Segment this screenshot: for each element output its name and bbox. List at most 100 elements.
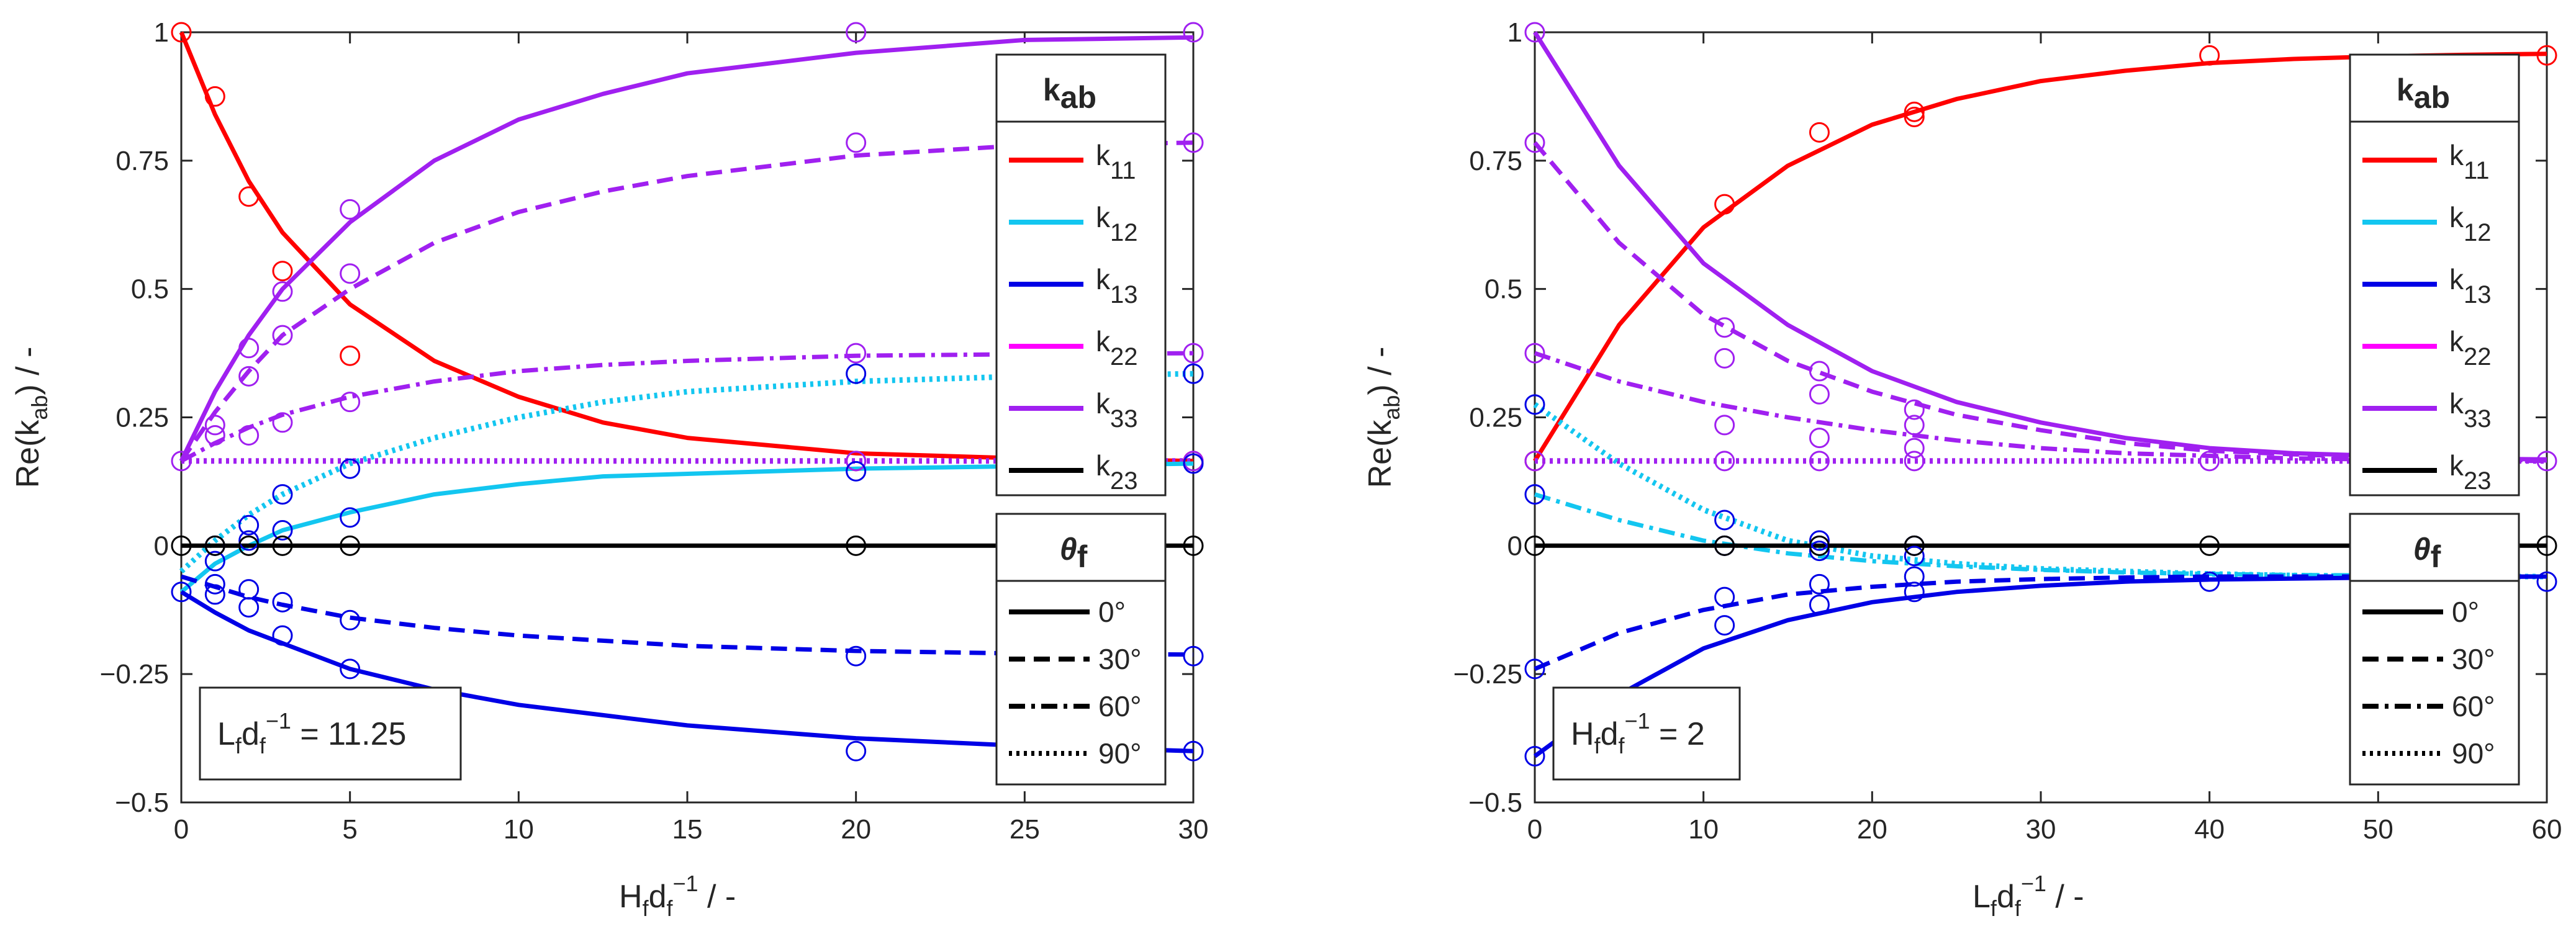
data-point-marker — [846, 343, 867, 364]
data-point-marker — [1524, 394, 1545, 415]
annotation-text-mid: d — [242, 716, 260, 752]
data-point-marker — [272, 281, 293, 302]
legend-theta-label-solid: 0° — [1098, 596, 1126, 628]
y-tick-label: 0.25 — [115, 403, 169, 433]
data-point-marker — [1809, 573, 1830, 595]
legend-theta-frame — [995, 513, 1167, 786]
legend-kab-label-base: k — [1096, 325, 1111, 357]
annotation-text-tail: = 11.25 — [291, 716, 407, 752]
data-point-marker — [846, 363, 867, 384]
legend-theta-label-dashdot: 60° — [1098, 690, 1142, 722]
annotation-text-sub1: f — [1594, 733, 1601, 758]
legend-theta: θf 0° 30° 60° 90° — [995, 513, 1167, 786]
annotation-text-tail: = 2 — [1650, 716, 1705, 752]
data-point-marker — [1809, 451, 1830, 472]
legend-theta-label-dashed: 30° — [2452, 643, 2495, 675]
data-point-marker — [272, 325, 293, 346]
data-point-marker — [1904, 101, 1925, 122]
legend-kab-frame — [995, 53, 1167, 496]
legend-kab-label-23: k23 — [1096, 449, 1138, 495]
data-point-marker — [204, 415, 225, 436]
data-point-marker — [1183, 22, 1204, 43]
annotation-text: Lfdf−1 = 11.25 — [217, 708, 406, 758]
x-tick-label: 60 — [2532, 814, 2562, 845]
legend-kab-label-33: k33 — [1096, 387, 1138, 433]
annotation-text: Hfdf−1 = 2 — [1571, 708, 1705, 758]
x-axis-label-mid: d — [1997, 879, 2015, 915]
data-point-marker — [1809, 428, 1830, 449]
legend-kab-title-sub: ab — [2414, 80, 2450, 115]
data-point-marker — [2536, 535, 2557, 556]
legend-kab-label-base: k — [2449, 325, 2464, 357]
legend-theta-label-dotted: 90° — [1098, 737, 1142, 770]
x-axis-label-sup: −1 — [2021, 871, 2046, 896]
data-point-marker — [272, 484, 293, 505]
legend-kab-label-base: k — [2449, 387, 2464, 420]
x-axis-label-base: L — [1973, 879, 1991, 915]
x-tick-label: 0 — [1527, 814, 1542, 845]
y-axis-label-sub: ab — [27, 395, 52, 420]
series-line-k22/k33-0° — [179, 35, 1194, 462]
data-point-marker — [1183, 363, 1204, 384]
data-point-marker — [204, 424, 225, 446]
data-point-marker — [340, 458, 361, 479]
y-axis-label-base: Re(k — [1362, 420, 1398, 488]
legend-kab-label-base: k — [1096, 263, 1111, 295]
y-axis-label: Re(kab) / - — [1362, 347, 1404, 488]
legend-kab-label-33: k33 — [2449, 387, 2492, 433]
x-tick-label: 30 — [2026, 814, 2056, 845]
data-point-marker — [1524, 746, 1545, 767]
data-point-marker — [2536, 451, 2557, 472]
data-point-marker — [272, 535, 293, 556]
data-point-marker — [171, 22, 192, 43]
data-point-marker — [846, 132, 867, 153]
legend-kab-label-22: k22 — [2449, 325, 2492, 370]
series-line-k11-0° — [179, 31, 1194, 464]
data-point-marker — [340, 199, 361, 220]
legend-kab-title-base: k — [2397, 73, 2414, 107]
data-point-marker — [2199, 451, 2220, 472]
y-tick-label: 0.75 — [1469, 146, 1522, 176]
legend-kab-label-12: k12 — [1096, 201, 1138, 246]
legend-kab-label-13: k13 — [2449, 263, 2492, 308]
data-point-marker — [1809, 535, 1830, 556]
x-axis-label: Hfdf−1 / - — [619, 871, 736, 921]
data-point-marker — [846, 535, 867, 556]
data-point-marker — [2199, 535, 2220, 556]
y-tick-label: −0.5 — [115, 788, 169, 818]
data-point-marker — [340, 507, 361, 528]
data-point-marker — [1183, 535, 1204, 556]
data-point-marker — [204, 584, 225, 605]
legend-theta-title-base: θ — [2413, 532, 2431, 567]
legend-kab-label-base: k — [1096, 201, 1111, 233]
legend-theta-label-dotted: 90° — [2452, 737, 2495, 770]
legend-kab-title-sub: ab — [1060, 80, 1096, 115]
x-tick-label: 25 — [1010, 814, 1040, 845]
data-point-marker — [1714, 586, 1735, 608]
data-point-marker — [1183, 645, 1204, 667]
data-point-marker — [1524, 484, 1545, 505]
x-axis-label-sub2: f — [2015, 896, 2022, 921]
y-axis-label-base: Re(k — [10, 420, 46, 488]
legend-kab-title: kab — [2397, 73, 2450, 115]
y-axis-label: Re(kab) / - — [10, 347, 52, 488]
x-axis-label-tail: / - — [2046, 879, 2084, 915]
x-axis-label-sup: −1 — [673, 871, 698, 896]
data-point-marker — [1904, 399, 1925, 420]
y-axis-label-tail: ) / - — [1362, 347, 1398, 395]
x-tick-label: 15 — [672, 814, 703, 845]
data-point-marker — [238, 579, 260, 600]
data-point-marker — [238, 597, 260, 618]
data-point-marker — [204, 573, 225, 595]
data-point-marker — [238, 514, 260, 536]
data-point-marker — [846, 460, 867, 482]
x-axis-label: Lfdf−1 / - — [1973, 871, 2084, 921]
data-point-marker — [1524, 132, 1545, 153]
y-tick-label: 1 — [1507, 17, 1522, 48]
data-point-marker — [1714, 615, 1735, 636]
x-tick-label: 10 — [504, 814, 534, 845]
x-tick-label: 50 — [2363, 814, 2393, 845]
legend-kab-label-sub: 13 — [2464, 281, 2492, 308]
